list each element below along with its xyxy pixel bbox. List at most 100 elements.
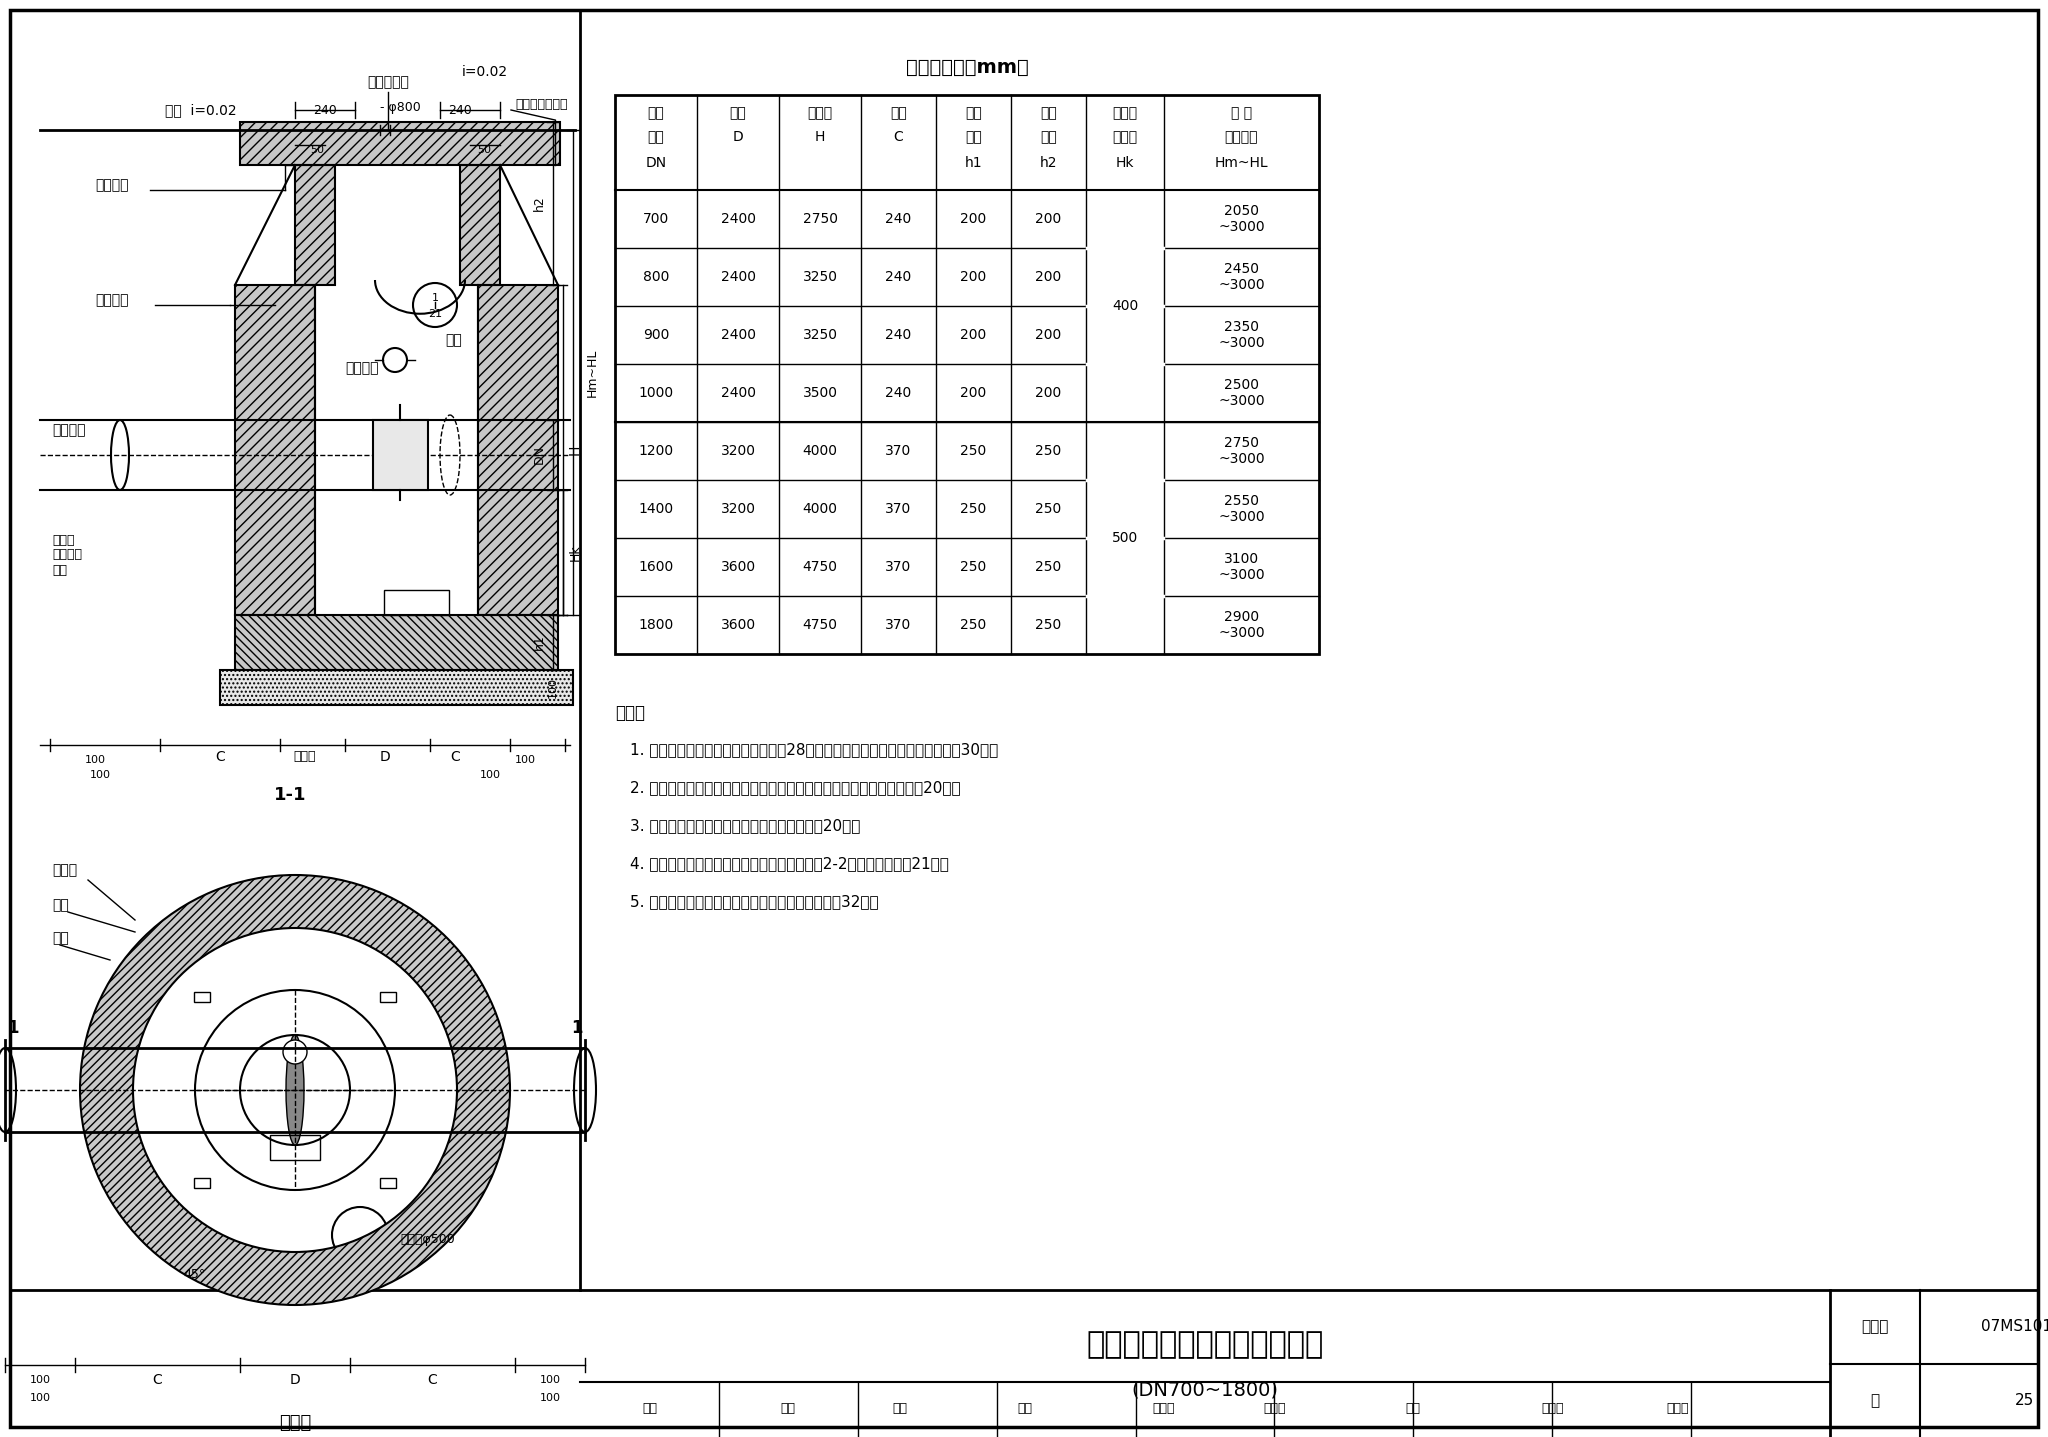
Text: 50: 50 (477, 145, 492, 155)
Text: 厚度: 厚度 (965, 129, 981, 144)
Text: 240: 240 (449, 103, 471, 116)
Text: 45°: 45° (184, 1269, 207, 1282)
Text: 图集号: 图集号 (1862, 1319, 1888, 1334)
Text: 砖砌井筒: 砖砌井筒 (94, 178, 129, 193)
Text: 姚光石: 姚光石 (1540, 1403, 1563, 1415)
Text: 4750: 4750 (803, 560, 838, 573)
Text: h1: h1 (532, 635, 545, 651)
Text: 3250: 3250 (803, 328, 838, 342)
Text: 井径: 井径 (729, 106, 745, 121)
Bar (295, 165, 336, 285)
Text: 3200: 3200 (721, 444, 756, 458)
Text: 370: 370 (885, 618, 911, 632)
Text: 250: 250 (961, 444, 987, 458)
Text: 管底距: 管底距 (1112, 106, 1137, 121)
Text: 700: 700 (643, 213, 670, 226)
Bar (236, 615, 557, 670)
Bar (461, 165, 500, 285)
Text: 07MS101-2: 07MS101-2 (1980, 1319, 2048, 1334)
Bar (379, 993, 395, 1003)
Text: 1400: 1400 (639, 502, 674, 516)
Text: 操作孔φ500: 操作孔φ500 (399, 1233, 455, 1246)
Text: 1: 1 (8, 1019, 18, 1038)
Text: 各部尺寸表（mm）: 各部尺寸表（mm） (905, 57, 1028, 76)
Text: 底板: 底板 (965, 106, 981, 121)
Text: 4000: 4000 (803, 502, 838, 516)
Text: 1. 钢筋混凝土盖板配筋图见本图集第28页，钢筋混凝土底板配筋图见本图集第30页。: 1. 钢筋混凝土盖板配筋图见本图集第28页，钢筋混凝土底板配筋图见本图集第30页… (631, 741, 997, 757)
Bar (477, 285, 557, 615)
Text: 2050
~3000: 2050 ~3000 (1219, 204, 1266, 234)
Text: i=0.02: i=0.02 (463, 65, 508, 79)
Text: 井底深: 井底深 (1112, 129, 1137, 144)
Text: 3100
~3000: 3100 ~3000 (1219, 552, 1266, 582)
Text: 100: 100 (549, 677, 557, 698)
Wedge shape (80, 875, 510, 1305)
Text: C: C (152, 1372, 162, 1387)
Circle shape (283, 1040, 307, 1063)
Text: 370: 370 (885, 560, 911, 573)
Text: 100: 100 (514, 754, 535, 764)
Text: 50: 50 (309, 145, 324, 155)
Text: 壁厚: 壁厚 (891, 106, 907, 121)
Text: 240: 240 (885, 387, 911, 399)
Text: 200: 200 (961, 213, 987, 226)
Text: 370: 370 (885, 444, 911, 458)
Text: 钢筋混凝土盖板: 钢筋混凝土盖板 (514, 99, 567, 112)
Text: 200: 200 (1036, 387, 1061, 399)
Text: 3500: 3500 (803, 387, 838, 399)
Text: 250: 250 (1036, 444, 1061, 458)
Text: 900: 900 (643, 328, 670, 342)
Bar (240, 122, 559, 165)
Text: 1800: 1800 (639, 618, 674, 632)
Text: 2. 管道穿砖砌井壁留洞尺寸见管道穿砖砌井壁留洞尺寸表，见本图集第20页。: 2. 管道穿砖砌井壁留洞尺寸见管道穿砖砌井壁留洞尺寸表，见本图集第20页。 (631, 780, 961, 795)
Text: 说明：: 说明： (614, 704, 645, 721)
Text: 100: 100 (29, 1392, 51, 1403)
Text: 240: 240 (885, 328, 911, 342)
Text: D: D (379, 750, 391, 764)
Ellipse shape (391, 424, 410, 486)
Text: 踏步: 踏步 (51, 898, 70, 912)
Text: 人孔: 人孔 (51, 931, 70, 946)
Text: 250: 250 (961, 560, 987, 573)
Text: 2400: 2400 (721, 387, 756, 399)
Text: 砖拱: 砖拱 (444, 333, 461, 346)
Text: 蝶阀: 蝶阀 (647, 106, 664, 121)
Text: 240: 240 (885, 213, 911, 226)
Text: 地面操作砖砌圆形立式蝶阀井: 地面操作砖砌圆形立式蝶阀井 (1085, 1331, 1323, 1359)
Text: 2900
~3000: 2900 ~3000 (1219, 609, 1266, 639)
Text: 250: 250 (1036, 502, 1061, 516)
Bar (270, 1135, 319, 1160)
Text: 2400: 2400 (721, 328, 756, 342)
Text: 直径: 直径 (647, 129, 664, 144)
Text: 钢筋混
凝土底板
垫层: 钢筋混 凝土底板 垫层 (51, 533, 82, 576)
Text: 1-1: 1-1 (274, 786, 307, 803)
Text: 1000: 1000 (639, 387, 674, 399)
Text: 山远魁: 山远魁 (1264, 1403, 1286, 1415)
Text: 覆土深度: 覆土深度 (1225, 129, 1257, 144)
Text: 平面图: 平面图 (279, 1414, 311, 1433)
Text: 井盖及支座: 井盖及支座 (367, 75, 410, 89)
Text: 1: 1 (571, 1019, 584, 1038)
Text: 2550
~3000: 2550 ~3000 (1219, 494, 1266, 525)
Text: 100: 100 (29, 1375, 51, 1385)
Text: 100: 100 (479, 770, 500, 780)
Text: 500: 500 (1112, 532, 1139, 545)
Bar (477, 285, 557, 615)
Text: 厚度: 厚度 (1040, 129, 1057, 144)
Text: 姊乡庐: 姊乡庐 (1665, 1403, 1688, 1415)
Text: h1: h1 (965, 157, 983, 170)
Text: 3250: 3250 (803, 270, 838, 285)
Text: Hk: Hk (1116, 157, 1135, 170)
Text: 200: 200 (961, 270, 987, 285)
Text: 盖板: 盖板 (1040, 106, 1057, 121)
Text: 3600: 3600 (721, 560, 756, 573)
Text: 200: 200 (1036, 328, 1061, 342)
Text: 5. 砖砌圆形立式蝶阀井主要材料汇总表见本图集第32页。: 5. 砖砌圆形立式蝶阀井主要材料汇总表见本图集第32页。 (631, 894, 879, 910)
Bar (195, 1178, 211, 1187)
Text: 2450
~3000: 2450 ~3000 (1219, 262, 1266, 292)
Bar (195, 993, 211, 1003)
Text: C: C (893, 129, 903, 144)
Text: 2400: 2400 (721, 270, 756, 285)
Text: D: D (733, 129, 743, 144)
Bar (385, 591, 449, 615)
